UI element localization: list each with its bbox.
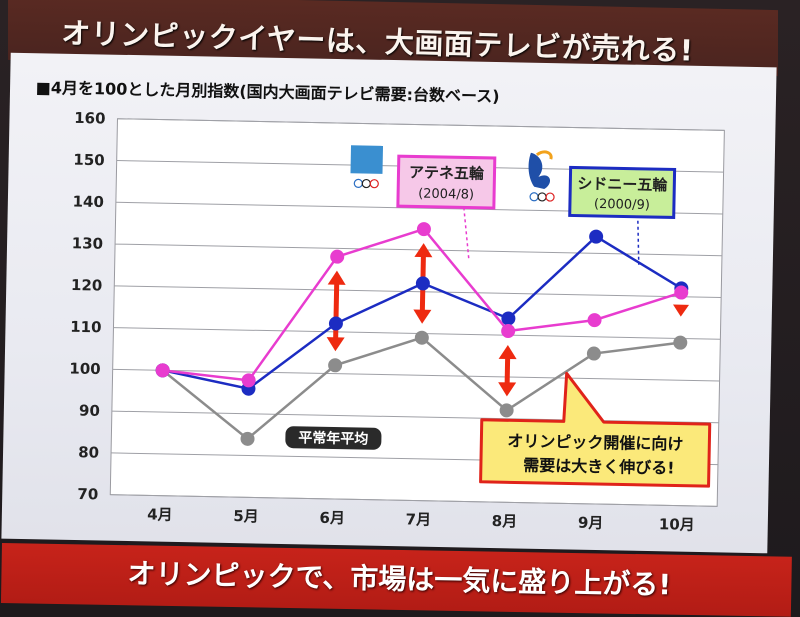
chart-panel: 70 80 90 100 110 120 130 140 150 160 4月 5月 6月 7月 8月 9月 1…: [1, 53, 776, 554]
callout-line-1: オリンピック開催に向け: [507, 431, 683, 453]
callout-line-2: 需要は大きく伸びる!: [523, 456, 675, 478]
arrow-shaft: [507, 357, 508, 384]
y-tick-label: 90: [79, 402, 100, 420]
x-tick-label: 5月: [233, 507, 259, 525]
y-tick-label: 70: [77, 485, 98, 503]
arrow-shaft: [336, 283, 337, 340]
x-tick-label: 9月: [578, 514, 604, 532]
normal-label: 平常年平均: [298, 429, 368, 447]
x-tick-label: 6月: [319, 509, 345, 527]
y-tick-label: 120: [71, 276, 103, 295]
emblem-square: [350, 145, 383, 174]
line-chart: 70 80 90 100 110 120 130 140 150 160 4月 5月 6月 7月 8月 9月 1…: [1, 53, 776, 554]
y-tick-label: 140: [72, 192, 104, 211]
sydney-label: シドニー五輪: [577, 175, 668, 195]
y-tick-label: 80: [78, 443, 99, 461]
y-tick-label: 130: [72, 234, 104, 253]
x-tick-label: 7月: [405, 510, 431, 528]
athens-label: アテネ五輪: [409, 163, 485, 182]
y-tick-label: 160: [74, 109, 106, 128]
x-tick-label: 4月: [147, 505, 173, 523]
y-tick-label: 150: [73, 151, 105, 170]
y-tick-label: 110: [70, 318, 102, 337]
y-tick-label: 100: [69, 360, 101, 379]
x-tick-label: 10月: [659, 515, 695, 534]
athens-date: (2004/8): [418, 187, 474, 203]
x-tick-label: 8月: [492, 512, 518, 530]
sydney-date: (2000/9): [594, 197, 650, 213]
